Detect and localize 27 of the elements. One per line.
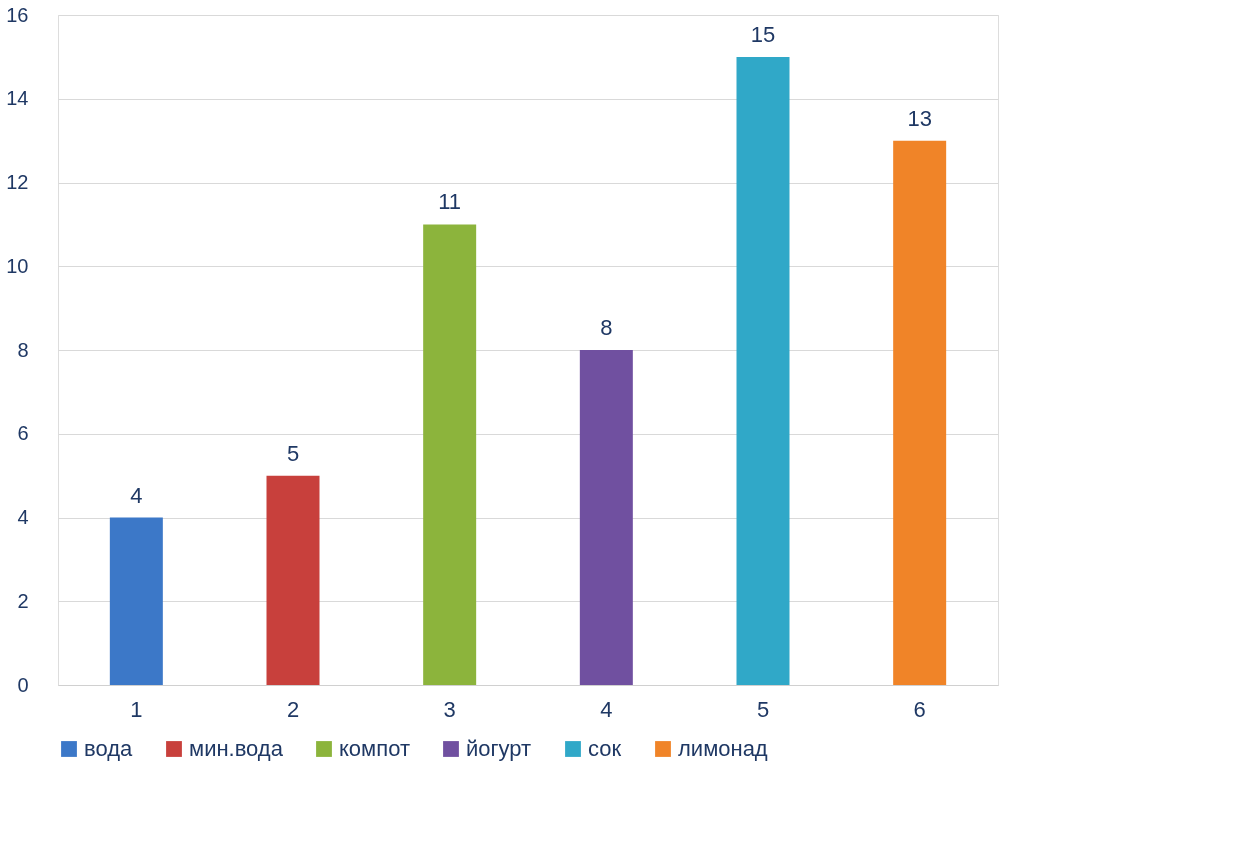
legend-label: лимонад — [678, 736, 768, 761]
y-tick-label: 4 — [17, 506, 29, 528]
data-label: 5 — [286, 440, 300, 466]
x-tick-label: 6 — [913, 696, 926, 722]
x-tick-label: 5 — [756, 696, 770, 722]
legend-label: компот — [339, 736, 410, 761]
data-label: 11 — [438, 189, 462, 215]
x-tick-label: 1 — [130, 696, 143, 722]
legend-label: мин.вода — [189, 736, 284, 761]
y-tick-label: 8 — [17, 338, 29, 361]
data-label: 4 — [130, 482, 143, 508]
data-label: 13 — [907, 105, 932, 131]
data-label: 15 — [750, 21, 776, 47]
y-tick-label: 14 — [6, 87, 29, 110]
y-tick-label: 16 — [6, 3, 29, 26]
x-tick-label: 2 — [286, 696, 300, 722]
y-tick-label: 12 — [6, 171, 29, 193]
y-tick-label: 10 — [6, 254, 29, 277]
legend-label: йогурт — [466, 736, 532, 761]
legend-label: вода — [84, 736, 134, 761]
x-tick-label: 4 — [600, 696, 613, 722]
y-tick-label: 0 — [17, 673, 29, 696]
y-tick-label: 6 — [17, 422, 29, 445]
x-tick-label: 3 — [443, 696, 456, 722]
y-tick-label: 2 — [17, 589, 29, 612]
legend-label: сок — [588, 736, 622, 761]
data-label: 8 — [600, 315, 613, 340]
